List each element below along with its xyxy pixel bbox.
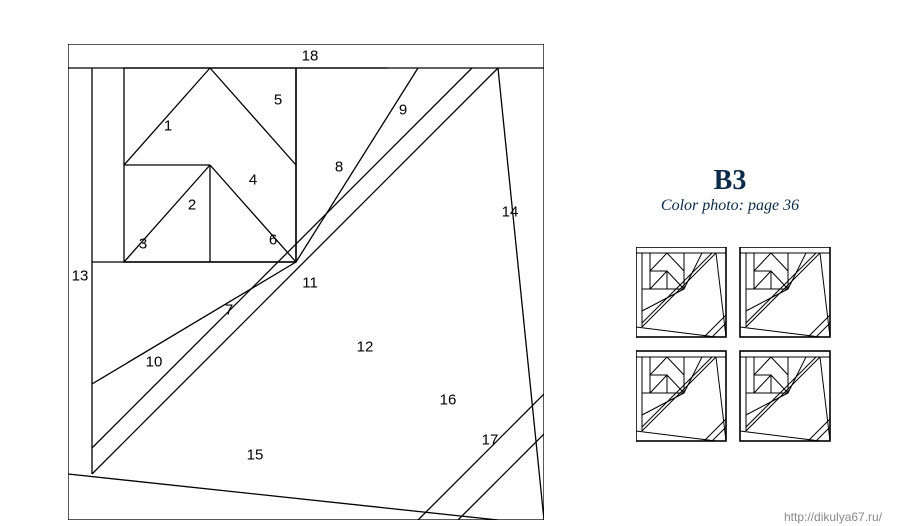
thumb-4 xyxy=(740,351,830,441)
block-code: B3 xyxy=(640,165,820,197)
label-2: 2 xyxy=(188,197,196,214)
label-17: 17 xyxy=(482,432,499,449)
label-1: 1 xyxy=(164,118,172,135)
label-12: 12 xyxy=(357,339,374,356)
thumb-3 xyxy=(636,351,726,441)
label-4: 4 xyxy=(249,172,257,189)
block-title: B3 Color photo: page 36 xyxy=(640,165,820,215)
label-7: 7 xyxy=(225,302,233,319)
label-6: 6 xyxy=(269,232,277,249)
thumb-1 xyxy=(636,247,726,337)
label-8: 8 xyxy=(335,159,343,176)
thumb-2 xyxy=(740,247,830,337)
label-5: 5 xyxy=(274,92,282,109)
label-15: 15 xyxy=(247,447,264,464)
watermark-url: http://dikulya67.ru/ xyxy=(784,510,882,524)
thumb-svg xyxy=(636,247,836,447)
thumbnail-grid xyxy=(636,247,836,452)
block-subtitle: Color photo: page 36 xyxy=(640,197,820,215)
label-10: 10 xyxy=(146,354,163,371)
label-18: 18 xyxy=(302,48,319,65)
label-13: 13 xyxy=(72,268,89,285)
label-11: 11 xyxy=(302,275,318,292)
label-3: 3 xyxy=(139,236,147,253)
label-16: 16 xyxy=(440,392,457,409)
label-14: 14 xyxy=(502,204,519,221)
label-9: 9 xyxy=(399,102,407,119)
